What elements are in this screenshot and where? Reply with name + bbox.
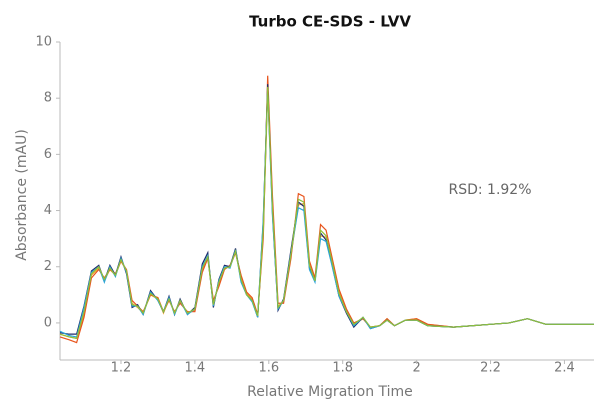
y-tick-label: 6 [44, 147, 52, 162]
x-tick-label: 1.8 [332, 361, 353, 376]
series-line [59, 92, 594, 340]
series-line [59, 75, 594, 344]
chart-title: Turbo CE-SDS - LVV [249, 13, 411, 31]
series-line [59, 84, 594, 335]
y-tick-label: 2 [44, 259, 52, 274]
y-axis-label: Absorbance (mAU) [14, 129, 30, 261]
x-tick-label: 2 [412, 361, 420, 376]
annotation: RSD: 1.92% [448, 182, 531, 198]
series-line [59, 86, 594, 340]
x-tick-label: 2.2 [480, 361, 501, 376]
y-tick-label: 0 [44, 315, 52, 330]
y-tick-label: 8 [44, 91, 52, 106]
y-tick-label: 4 [44, 203, 52, 218]
x-tick-label: 1.2 [111, 361, 132, 376]
x-axis-label: Relative Migration Time [247, 384, 413, 400]
series-line [59, 89, 594, 338]
x-tick-label: 1.4 [185, 361, 206, 376]
x-tick-label: 1.6 [258, 361, 279, 376]
x-tick-label: 2.4 [554, 361, 575, 376]
y-tick-label: 10 [35, 35, 52, 50]
